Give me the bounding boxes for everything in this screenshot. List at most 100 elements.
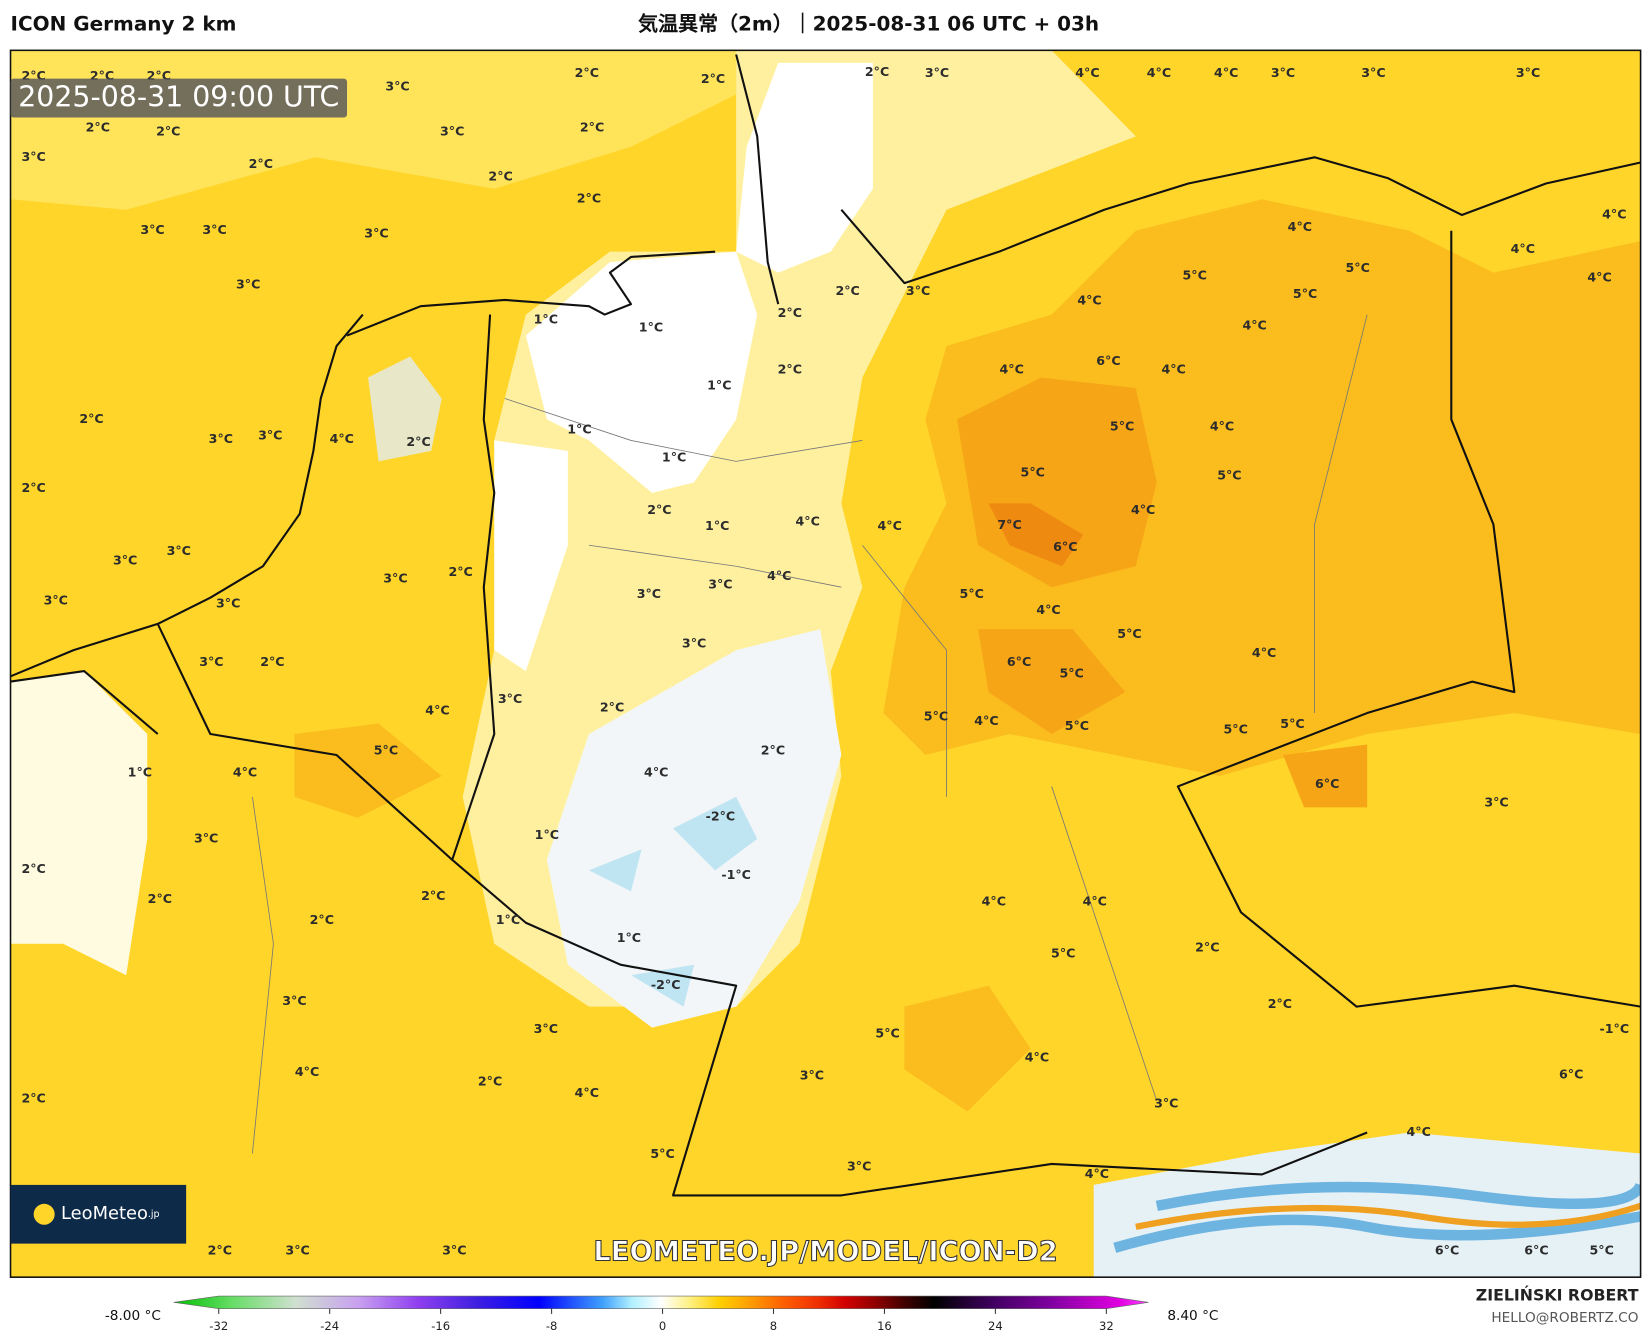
logo: LeoMeteo.jp (61, 1203, 160, 1224)
temperature-label: 1°C (707, 377, 731, 392)
temperature-label: 5°C (875, 1025, 899, 1040)
colorbar-tick-label: -32 (209, 1319, 228, 1333)
temperature-label: 4°C (1587, 269, 1611, 284)
white-area (494, 62, 873, 672)
temperature-label: 6°C (1524, 1242, 1548, 1257)
temperature-label: 3°C (199, 654, 223, 669)
temperature-label: 1°C (639, 320, 663, 335)
temperature-label: 4°C (575, 1085, 599, 1100)
temperature-label: 5°C (1183, 267, 1207, 282)
temperature-label: 2°C (580, 119, 604, 134)
legend-min: -8.00 °C (105, 1308, 161, 1324)
colorbar-tick-label: -8 (546, 1319, 558, 1333)
country-border (1176, 230, 1641, 1008)
alps-cold (1113, 1181, 1641, 1253)
colorbar-tick-label: 0 (659, 1319, 666, 1333)
temperature-label: 3°C (167, 543, 191, 558)
timestamp: 2025-08-31 09:00 UTC (18, 81, 339, 114)
temperature-label: 3°C (440, 124, 464, 139)
temperature-label: 4°C (233, 764, 257, 779)
temperature-label: 1°C (535, 827, 559, 842)
temperature-label: 5°C (1051, 946, 1075, 961)
temperature-label: 5°C (1021, 464, 1045, 479)
temperature-label: 4°C (1036, 602, 1060, 617)
temperature-label: 2°C (1195, 939, 1219, 954)
legend-max: 8.40 °C (1167, 1308, 1218, 1324)
temperature-label: 3°C (708, 577, 732, 592)
temperature-label: 1°C (128, 764, 152, 779)
temperature-label: 3°C (1154, 1096, 1178, 1111)
temperature-label: 4°C (1602, 206, 1626, 221)
colorbar-tick-label: 32 (1099, 1319, 1114, 1333)
colorbar-bar (173, 1295, 1149, 1309)
temperature-label: 3°C (1484, 795, 1508, 810)
temperature-label: 4°C (974, 713, 998, 728)
colorbar-tick-label: 8 (770, 1319, 777, 1333)
temperature-label: 2°C (647, 502, 671, 517)
temperature-label: 3°C (800, 1067, 824, 1082)
warmer-area (957, 377, 1368, 808)
temperature-label: 5°C (1224, 721, 1248, 736)
temperature-label: 2°C (86, 119, 110, 134)
temperature-labels: 2°C 2°C 2°C 3°C 2°C 2°C 2°C 3°C 4°C 4°C 4°C 3°C 3°C 3… (21, 64, 1629, 1258)
country-border (451, 314, 1368, 1197)
temperature-label: 3°C (44, 592, 68, 607)
watermark: LEOMETEO.JP/MODEL/ICON-D2 (593, 1237, 1057, 1268)
temperature-label: 2°C (600, 699, 624, 714)
temperature-label: 3°C (385, 79, 409, 94)
temperature-label: 4°C (330, 431, 354, 446)
temperature-label: 5°C (1293, 286, 1317, 301)
white-area (10, 671, 148, 976)
colorbar: -32 -24 -16 -8 0 8 16 24 32 (173, 1295, 1149, 1333)
temperature-label: 4°C (1000, 362, 1024, 377)
temperature-label: 3°C (847, 1159, 871, 1174)
temperature-label: 4°C (425, 702, 449, 717)
temperature-label: 3°C (906, 283, 930, 298)
temperature-label: 5°C (1059, 666, 1083, 681)
temperature-label: 3°C (209, 431, 233, 446)
temperature-label: 2°C (148, 891, 172, 906)
temperature-label: 6°C (1435, 1242, 1459, 1257)
temperature-label: -2°C (651, 977, 681, 992)
temperature-label: 1°C (534, 311, 558, 326)
temperature-label: 3°C (282, 993, 306, 1008)
temperature-label: 4°C (1083, 893, 1107, 908)
temperature-label: 3°C (534, 1021, 558, 1036)
temperature-label: 5°C (1590, 1242, 1614, 1257)
temperature-label: 6°C (1315, 776, 1339, 791)
temperature-label: 3°C (285, 1242, 309, 1257)
temperature-label: 3°C (236, 277, 260, 292)
temperature-label: 3°C (194, 830, 218, 845)
temperature-label: 4°C (1025, 1050, 1049, 1065)
alps-warm (1135, 1202, 1641, 1230)
temperature-label: 4°C (1511, 241, 1535, 256)
temperature-label: 6°C (1559, 1066, 1583, 1081)
temperature-label: 4°C (878, 518, 902, 533)
coastline (346, 54, 780, 337)
temperature-label: 4°C (1161, 362, 1185, 377)
coastline (10, 313, 364, 678)
temperature-label: 2°C (488, 169, 512, 184)
temperature-label: 5°C (960, 586, 984, 601)
temperature-label: -1°C (1600, 1021, 1630, 1036)
temperature-label: 2°C (835, 283, 859, 298)
country-border (10, 623, 453, 861)
temperature-label: 5°C (1280, 716, 1304, 731)
temperature-label: 3°C (216, 595, 240, 610)
temperature-label: 4°C (982, 893, 1006, 908)
temperature-label: 2°C (21, 861, 45, 876)
temperature-label: 4°C (1131, 502, 1155, 517)
temperature-label: 1°C (496, 912, 520, 927)
colorbar-tick-label: 16 (877, 1319, 892, 1333)
temperature-label: 4°C (1210, 418, 1234, 433)
temperature-label: 2°C (421, 888, 445, 903)
temperature-label: 5°C (1065, 718, 1089, 733)
temperature-label: 1°C (705, 518, 729, 533)
temperature-label: 3°C (442, 1242, 466, 1257)
warm-area (294, 723, 1031, 1112)
temperature-label: 2°C (249, 156, 273, 171)
temperature-label: 3°C (364, 225, 388, 240)
temperature-label: 3°C (637, 586, 661, 601)
temperature-label: 5°C (1217, 468, 1241, 483)
